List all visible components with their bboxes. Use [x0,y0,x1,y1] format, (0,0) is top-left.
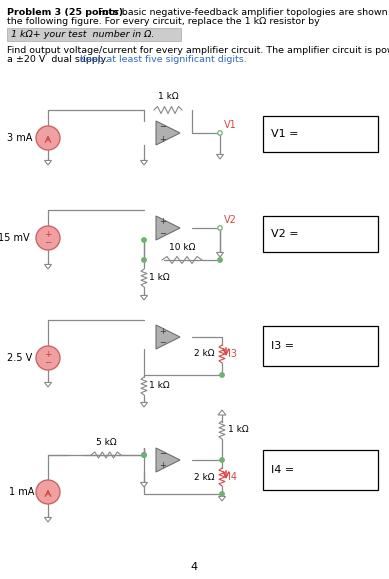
Text: Problem 3 (25 points).: Problem 3 (25 points). [7,8,127,17]
Circle shape [220,373,224,377]
Text: +: + [159,327,166,335]
Text: −: − [159,339,166,347]
Polygon shape [219,496,226,501]
Text: 1 mA: 1 mA [9,487,34,497]
Circle shape [36,226,60,250]
Bar [263,116,378,152]
Circle shape [220,458,224,462]
Text: 10 kΩ: 10 kΩ [169,243,195,252]
Text: 1 kΩ: 1 kΩ [149,382,170,390]
Text: V2: V2 [224,215,237,225]
Bar [263,326,378,366]
Bar [263,450,378,490]
Text: 1 kΩ: 1 kΩ [158,92,178,101]
Text: Find output voltage/current for every amplifier circuit. The amplifier circuit i: Find output voltage/current for every am… [7,46,389,55]
Text: 1 kΩ+ your test  number in Ω.: 1 kΩ+ your test number in Ω. [11,30,154,39]
Polygon shape [218,410,226,415]
Circle shape [218,226,222,230]
Polygon shape [140,402,147,407]
Text: −: − [159,229,166,239]
Text: I3 =: I3 = [271,341,294,351]
Text: 4: 4 [191,562,198,572]
Text: 1 kΩ: 1 kΩ [228,426,249,434]
Text: +: + [44,350,52,359]
Polygon shape [44,160,51,165]
Circle shape [218,131,222,135]
Polygon shape [156,325,180,349]
Circle shape [142,258,146,262]
Text: −: − [159,123,166,131]
Text: I3: I3 [228,349,237,359]
Polygon shape [217,155,224,159]
Text: +: + [159,134,166,144]
Text: 2 kΩ: 2 kΩ [194,472,215,482]
Text: +: + [159,461,166,471]
Text: 2.5 V: 2.5 V [7,353,32,363]
Text: +: + [44,230,52,239]
Polygon shape [156,121,180,145]
Circle shape [220,492,224,496]
Text: V2 =: V2 = [271,229,299,239]
Circle shape [142,453,146,457]
Text: −: − [44,237,52,246]
Text: the following figure. For every circuit, replace the 1 kΩ resistor by: the following figure. For every circuit,… [7,17,320,26]
Text: 5 kΩ: 5 kΩ [96,438,116,447]
Text: V1: V1 [224,120,237,130]
Polygon shape [140,295,147,300]
Text: Keep at least five significant digits.: Keep at least five significant digits. [80,55,247,64]
Text: 2 kΩ: 2 kΩ [194,350,215,358]
Polygon shape [217,252,224,257]
Text: 3 mA: 3 mA [7,133,32,143]
Circle shape [218,258,222,262]
Circle shape [36,480,60,504]
Circle shape [142,453,146,457]
Text: +: + [159,218,166,226]
Circle shape [36,126,60,150]
Text: 15 mV: 15 mV [0,233,30,243]
Text: −: − [44,357,52,366]
Text: V1 =: V1 = [271,129,298,139]
Polygon shape [140,482,147,487]
Text: 1 kΩ: 1 kΩ [149,273,170,283]
Text: −: − [159,449,166,459]
Polygon shape [44,265,51,269]
Text: I4: I4 [228,472,237,482]
Circle shape [36,346,60,370]
Polygon shape [140,160,147,165]
Text: I4 =: I4 = [271,465,294,475]
Circle shape [142,238,146,242]
Polygon shape [44,383,51,387]
Polygon shape [44,518,51,522]
Polygon shape [156,216,180,240]
Polygon shape [156,448,180,472]
Text: a ±20 V  dual supply.: a ±20 V dual supply. [7,55,111,64]
Bar [7,28,181,41]
Bar [263,216,378,252]
Text: Four basic negative-feedback amplifier topologies are shown in: Four basic negative-feedback amplifier t… [95,8,389,17]
